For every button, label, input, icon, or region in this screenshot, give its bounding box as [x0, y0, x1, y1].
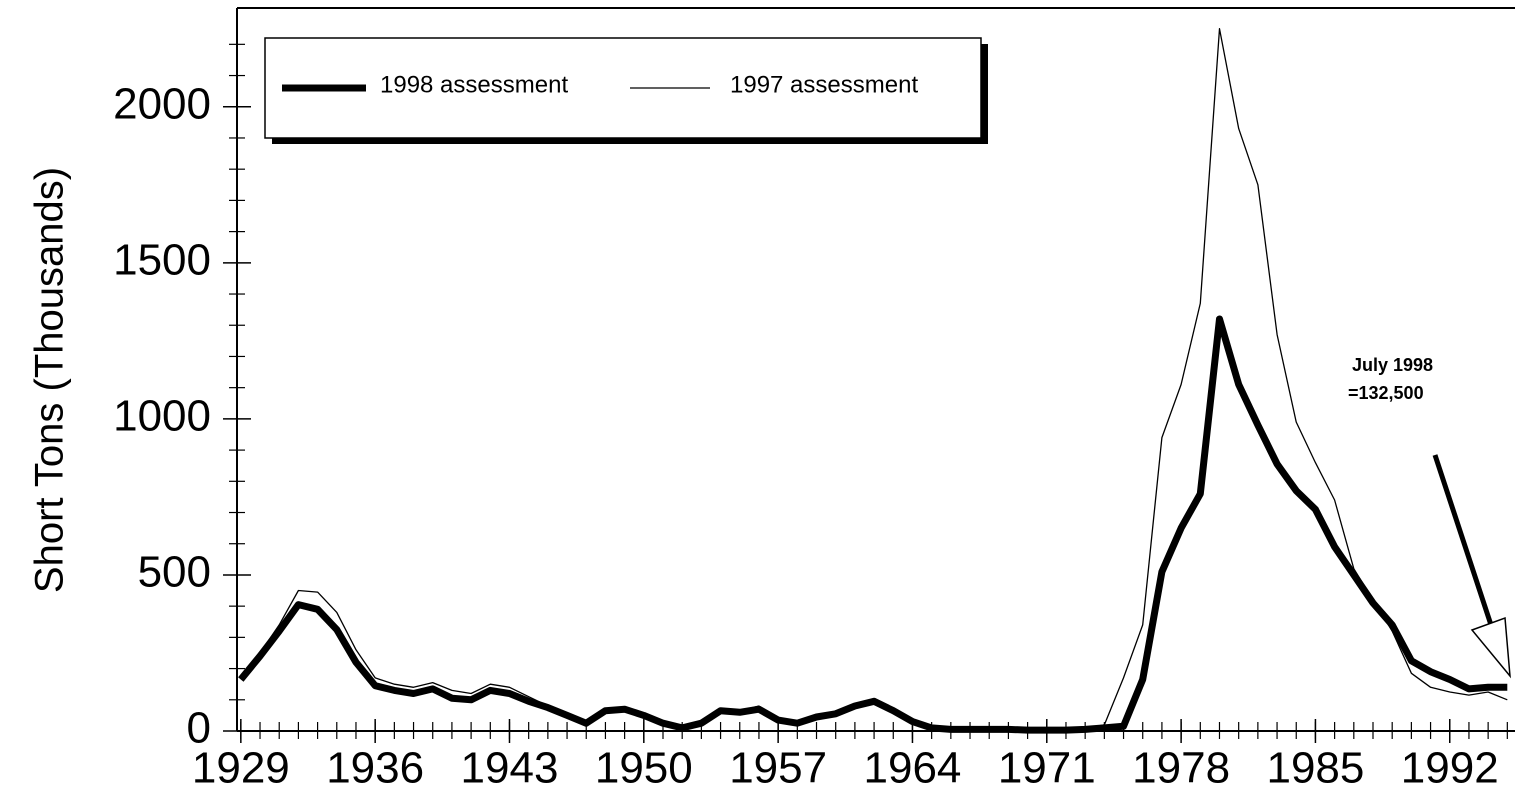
series-line: [238, 315, 1508, 734]
x-tick-label: 1957: [729, 744, 827, 786]
y-tick-label: 500: [138, 548, 211, 597]
annotation: July 1998: [1352, 355, 1433, 375]
x-tick-label: 1936: [326, 744, 424, 786]
x-tick-label: 1929: [192, 744, 290, 786]
y-tick-label: 2000: [113, 79, 211, 128]
x-tick-label: 1943: [461, 744, 559, 786]
x-tick-label: 1964: [864, 744, 962, 786]
x-tick-label: 1985: [1266, 744, 1364, 786]
y-axis-label: Short Tons (Thousands): [28, 167, 72, 593]
legend: 1998 assessment 1997 assessment: [264, 37, 988, 144]
annotation: =132,500: [1348, 383, 1424, 403]
x-tick-label: 1992: [1401, 744, 1499, 786]
x-tick-label: 1978: [1132, 744, 1230, 786]
legend-label: 1998 assessment: [380, 71, 568, 98]
annotation-arrow: [1432, 454, 1495, 629]
annotation-arrowhead: [1470, 616, 1511, 679]
y-tick-label: 1000: [113, 392, 211, 441]
legend-label: 1997 assessment: [730, 71, 918, 98]
legend-box: [264, 37, 982, 139]
y-tick-label: 0: [187, 704, 211, 753]
x-tick-label: 1971: [998, 744, 1096, 786]
y-tick-label: 1500: [113, 235, 211, 284]
x-tick-label: 1950: [595, 744, 693, 786]
